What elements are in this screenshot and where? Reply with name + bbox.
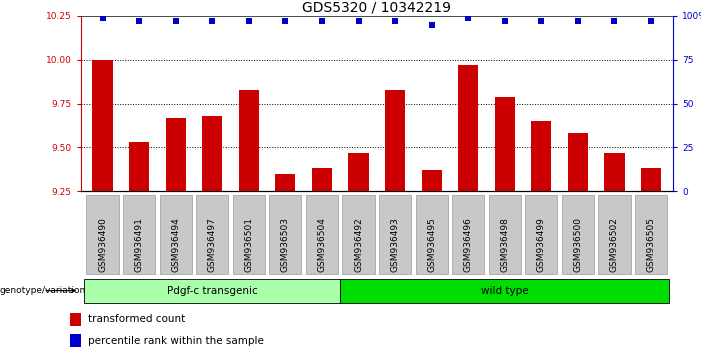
FancyBboxPatch shape [452, 195, 484, 274]
Point [536, 18, 547, 24]
FancyBboxPatch shape [233, 195, 265, 274]
Bar [165, 118, 186, 191]
Text: wild type: wild type [481, 286, 529, 296]
Point [609, 18, 620, 24]
Bar [641, 169, 661, 191]
Point [353, 18, 364, 24]
Text: Pdgf-c transgenic: Pdgf-c transgenic [167, 286, 258, 296]
FancyBboxPatch shape [525, 195, 557, 274]
Bar [202, 116, 222, 191]
FancyBboxPatch shape [489, 195, 521, 274]
Point [133, 18, 144, 24]
Point [572, 18, 583, 24]
FancyBboxPatch shape [340, 279, 669, 303]
Title: GDS5320 / 10342219: GDS5320 / 10342219 [302, 1, 451, 15]
FancyBboxPatch shape [160, 195, 192, 274]
FancyBboxPatch shape [635, 195, 667, 274]
Bar [531, 121, 552, 191]
Text: GSM936504: GSM936504 [318, 217, 327, 272]
FancyBboxPatch shape [84, 279, 340, 303]
Point [316, 18, 327, 24]
Bar [239, 90, 259, 191]
Bar [70, 313, 81, 326]
Point [280, 18, 291, 24]
Text: percentile rank within the sample: percentile rank within the sample [88, 336, 264, 346]
Text: GSM936495: GSM936495 [427, 217, 436, 272]
Text: GSM936505: GSM936505 [646, 217, 655, 272]
Bar [275, 174, 295, 191]
Point [499, 18, 510, 24]
Text: GSM936492: GSM936492 [354, 217, 363, 272]
Text: GSM936502: GSM936502 [610, 217, 619, 272]
Bar [421, 170, 442, 191]
Bar [458, 65, 478, 191]
FancyBboxPatch shape [599, 195, 630, 274]
FancyBboxPatch shape [269, 195, 301, 274]
Point [170, 18, 182, 24]
Text: GSM936490: GSM936490 [98, 217, 107, 272]
Text: transformed count: transformed count [88, 314, 185, 325]
Point [390, 18, 401, 24]
FancyBboxPatch shape [86, 195, 118, 274]
Text: GSM936494: GSM936494 [171, 217, 180, 272]
Text: GSM936501: GSM936501 [245, 217, 253, 272]
Text: GSM936503: GSM936503 [281, 217, 290, 272]
Bar [129, 142, 149, 191]
Bar [348, 153, 369, 191]
Text: GSM936499: GSM936499 [537, 217, 546, 272]
FancyBboxPatch shape [416, 195, 448, 274]
Bar [93, 60, 113, 191]
Point [463, 15, 474, 21]
Bar [385, 90, 405, 191]
Bar [70, 334, 81, 347]
Text: GSM936493: GSM936493 [390, 217, 400, 272]
FancyBboxPatch shape [196, 195, 229, 274]
FancyBboxPatch shape [123, 195, 155, 274]
Point [426, 22, 437, 28]
FancyBboxPatch shape [342, 195, 374, 274]
Bar [604, 153, 625, 191]
Point [97, 15, 108, 21]
Text: GSM936496: GSM936496 [463, 217, 472, 272]
Text: GSM936500: GSM936500 [573, 217, 583, 272]
Point [207, 18, 218, 24]
Bar [495, 97, 515, 191]
Text: GSM936491: GSM936491 [135, 217, 144, 272]
Text: genotype/variation: genotype/variation [0, 286, 86, 295]
Text: GSM936498: GSM936498 [501, 217, 509, 272]
FancyBboxPatch shape [562, 195, 594, 274]
Bar [568, 133, 588, 191]
FancyBboxPatch shape [306, 195, 338, 274]
FancyBboxPatch shape [379, 195, 411, 274]
Point [243, 18, 254, 24]
Text: GSM936497: GSM936497 [207, 217, 217, 272]
Point [646, 18, 657, 24]
Bar [312, 169, 332, 191]
